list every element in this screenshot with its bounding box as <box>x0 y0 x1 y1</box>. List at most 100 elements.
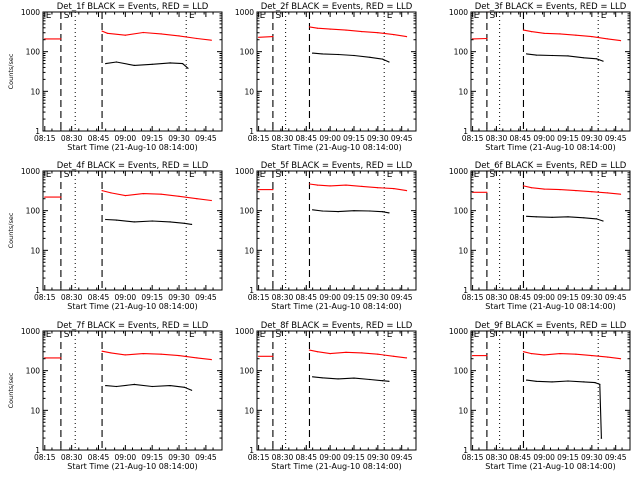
series-events <box>526 379 603 439</box>
data-point <box>530 31 533 33</box>
data-point <box>543 32 545 34</box>
data-point <box>559 353 561 355</box>
series-lld-segment-3 <box>309 26 407 38</box>
data-point <box>133 221 135 223</box>
x-tick-label: 09:30 <box>367 134 389 143</box>
y-tick-label: 100 <box>26 207 41 216</box>
x-axis-label: Start Time (21-Aug-10 08:14:00) <box>485 462 616 471</box>
data-point <box>160 33 162 35</box>
letter-marker-e: E <box>46 11 52 21</box>
panel-title: Det_6f BLACK = Events, RED = LLD <box>475 161 627 171</box>
x-tick-label: 09:30 <box>581 134 603 143</box>
x-tick-label: 09:00 <box>533 134 555 143</box>
y-tick-label: 10 <box>30 246 40 255</box>
data-point <box>602 220 604 222</box>
data-point <box>169 385 171 387</box>
data-point <box>105 385 107 387</box>
panel-title: Det_2f BLACK = Events, RED = LLD <box>261 2 413 12</box>
x-tick-label: 08:15 <box>462 453 484 462</box>
x-tick-label: 09:00 <box>533 293 555 302</box>
y-tick-label: 10 <box>244 406 254 415</box>
x-axis-label: Start Time (21-Aug-10 08:14:00) <box>67 302 198 311</box>
data-point <box>599 383 601 385</box>
plot-frame <box>42 330 223 451</box>
series-events-segment-1 <box>105 383 192 391</box>
x-tick-label: 09:30 <box>581 293 603 302</box>
data-point <box>353 377 355 379</box>
series-events-segment-1 <box>105 218 192 225</box>
data-point <box>600 437 603 439</box>
x-axis-label: Start Time (21-Aug-10 08:14:00) <box>271 302 402 311</box>
data-point <box>110 192 112 194</box>
series-lld-segment-3 <box>101 350 212 361</box>
y-tick-label: 10 <box>30 406 40 415</box>
x-tick-label: 08:45 <box>295 134 317 143</box>
y-tick-label: 1 <box>463 127 468 136</box>
data-point <box>115 385 117 388</box>
data-point <box>178 355 180 357</box>
data-point <box>567 55 569 57</box>
letter-marker-s: S <box>64 11 70 21</box>
data-point <box>105 218 107 221</box>
panel-det-9: 1 10 100 1000 08:15 08:30 08:45 09:00 09:15 09:30… <box>449 321 631 471</box>
x-tick-label: 08:45 <box>509 134 531 143</box>
y-tick-label: 1 <box>35 127 40 136</box>
data-point <box>105 63 107 65</box>
data-point <box>258 189 260 191</box>
data-point <box>551 54 553 57</box>
letter-marker-s: S <box>64 170 70 180</box>
data-point <box>353 54 355 57</box>
data-point <box>619 193 622 195</box>
panel-det-2: 1 10 100 1000 08:15 08:30 08:45 09:00 09:15 09:30… <box>235 2 417 152</box>
y-axis-label: Counts/sec <box>7 53 15 89</box>
data-point <box>316 351 318 353</box>
series-events-segment-1 <box>312 209 390 214</box>
series-events <box>105 61 189 69</box>
x-tick-label: 08:30 <box>486 453 508 462</box>
data-point <box>369 378 371 381</box>
data-point <box>101 350 103 352</box>
y-tick-label: 100 <box>26 48 41 57</box>
letter-marker-s: S <box>275 170 281 180</box>
x-tick-label: 09:15 <box>557 453 579 462</box>
y-tick-label: 1000 <box>21 327 40 336</box>
series-lld-segment-3 <box>309 183 407 192</box>
series-events <box>312 376 390 382</box>
letter-marker-s: S <box>489 170 495 180</box>
series-lld-segment-3 <box>523 185 621 195</box>
x-tick-label: 08:15 <box>34 293 56 302</box>
data-point <box>312 376 314 378</box>
data-point <box>187 67 189 69</box>
data-point <box>535 380 537 382</box>
y-tick-label: 1000 <box>449 167 468 176</box>
y-axis-label: Counts/sec <box>7 372 15 408</box>
data-point <box>210 359 212 361</box>
letter-marker-e: E <box>189 11 195 21</box>
data-point <box>272 355 274 357</box>
data-point <box>543 188 545 190</box>
x-tick-label: 09:45 <box>195 134 217 143</box>
data-point <box>321 53 323 55</box>
data-point <box>551 381 553 383</box>
data-point <box>60 357 62 359</box>
letter-marker-e: E <box>260 11 266 21</box>
data-point <box>44 357 46 359</box>
data-point <box>272 189 274 191</box>
letter-marker-s: S <box>275 11 281 21</box>
data-point <box>210 199 212 202</box>
x-tick-label: 08:45 <box>295 453 317 462</box>
x-tick-label: 09:00 <box>115 134 137 143</box>
letter-marker-e: E <box>601 11 607 21</box>
data-point <box>526 379 528 381</box>
panel-title: Det_3f BLACK = Events, RED = LLD <box>475 2 627 12</box>
letter-marker-e: E <box>601 170 607 180</box>
data-point <box>44 38 46 40</box>
data-point <box>329 28 331 30</box>
y-tick-label: 100 <box>454 207 469 216</box>
data-point <box>345 29 347 31</box>
x-tick-label: 09:00 <box>319 293 341 302</box>
data-point <box>583 57 585 59</box>
series-events <box>312 209 390 214</box>
data-point <box>361 31 363 33</box>
